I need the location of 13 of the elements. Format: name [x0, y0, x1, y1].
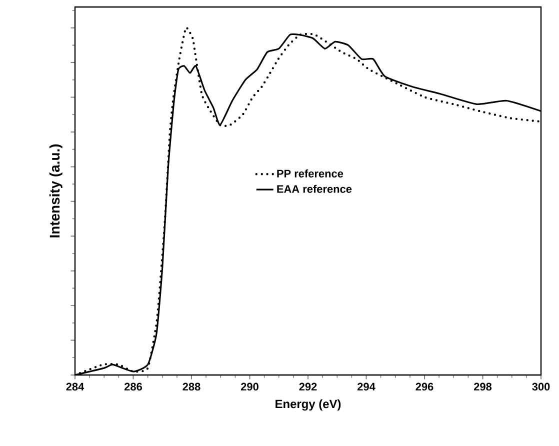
y-axis-title: Intensity (a.u.) — [49, 144, 62, 238]
legend-label: PP reference — [277, 169, 344, 178]
x-tick-label: 286 — [124, 382, 142, 391]
x-tick-label: 288 — [182, 382, 200, 391]
x-tick-label: 300 — [532, 382, 550, 391]
x-tick-label: 294 — [357, 382, 376, 391]
x-tick-label: 284 — [66, 382, 84, 391]
x-tick-label: 292 — [299, 382, 317, 391]
legend-label: EAA reference — [277, 184, 352, 193]
x-tick-label: 298 — [474, 382, 492, 391]
x-tick-label: 296 — [416, 382, 434, 391]
x-tick-label: 290 — [240, 382, 258, 391]
x-axis-title: Energy (eV) — [276, 399, 341, 411]
